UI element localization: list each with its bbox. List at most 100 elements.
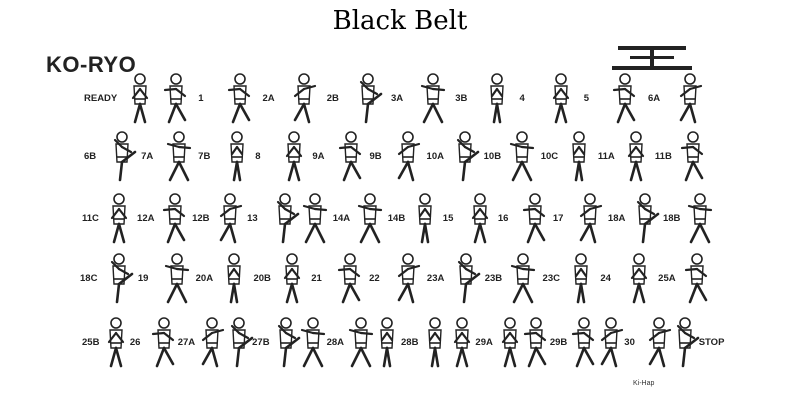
- step-label: 2A: [262, 93, 275, 104]
- figure-illustration: [452, 130, 480, 186]
- step-label: 12B: [192, 213, 210, 224]
- step-label: 28B: [401, 337, 419, 348]
- figure-illustration: [395, 252, 421, 308]
- figure-illustration: [680, 130, 706, 186]
- step-label: 14A: [332, 213, 351, 224]
- step-label: 3B: [455, 93, 468, 104]
- step-label: 16: [497, 213, 509, 224]
- figure-illustration: [577, 192, 603, 248]
- step-label: READY: [84, 93, 118, 104]
- figure-illustration: [522, 192, 548, 248]
- step-label: 25B: [82, 337, 100, 348]
- step-label: 22: [369, 273, 380, 284]
- step-label: 23B: [484, 273, 503, 284]
- figure-illustration: [612, 72, 638, 128]
- figure-illustration: [281, 130, 307, 186]
- step-label: 23A: [426, 273, 445, 284]
- figure-illustration: [497, 316, 523, 372]
- figure-illustration: [348, 316, 374, 372]
- figure-illustration: [103, 316, 129, 372]
- step-label: 10A: [426, 151, 444, 162]
- figure-illustration: [422, 316, 448, 372]
- step-label: 20A: [195, 273, 214, 284]
- step-label: 18B: [662, 213, 681, 224]
- step-label: 5: [583, 93, 590, 104]
- step-label: 29A: [475, 337, 493, 348]
- figure-illustration: [221, 252, 247, 308]
- step-label: 15: [442, 213, 454, 224]
- figure-illustration: [623, 130, 649, 186]
- figure-illustration: [632, 192, 660, 248]
- step-label: 9B: [369, 151, 382, 162]
- step-label: 12A: [137, 213, 155, 224]
- step-label: 30: [624, 337, 635, 348]
- step-label: 7A: [141, 151, 154, 162]
- figure-illustration: [227, 72, 253, 128]
- step-label: STOP: [698, 337, 725, 348]
- step-label: 9A: [312, 151, 325, 162]
- step-label: 7B: [198, 151, 211, 162]
- step-label: 4: [519, 93, 525, 104]
- figure-illustration: [509, 130, 535, 186]
- form-name-heading: KO-RYO: [46, 52, 137, 77]
- figure-illustration: [548, 72, 574, 128]
- step-label: 18A: [607, 213, 626, 224]
- figure-illustration: [338, 130, 364, 186]
- figure-illustration: [412, 192, 438, 248]
- figure-illustration: [510, 252, 536, 308]
- step-label: 6A: [648, 93, 661, 104]
- figure-illustration: [217, 192, 243, 248]
- figure-illustration: [571, 316, 597, 372]
- figure-illustration: [523, 316, 549, 372]
- figure-illustration: [224, 130, 250, 186]
- step-label: 23C: [542, 273, 560, 284]
- figure-illustration: [357, 192, 383, 248]
- figure-illustration: [420, 72, 446, 128]
- step-label: 18C: [80, 273, 98, 284]
- step-label: 6B: [84, 151, 97, 162]
- figure-illustration: [355, 72, 383, 128]
- step-label: 3A: [391, 93, 404, 104]
- step-label: 10C: [540, 151, 559, 162]
- step-label: 10B: [483, 151, 502, 162]
- figure-illustration: [395, 130, 421, 186]
- figure-illustration: [484, 72, 510, 128]
- figure-illustration: [199, 316, 225, 372]
- ki-hap-note: Ki-Hap: [633, 380, 655, 387]
- figure-illustration: [166, 130, 192, 186]
- step-label: 24: [600, 273, 611, 284]
- step-label: 27A: [177, 337, 196, 348]
- step-label: 26: [129, 337, 141, 348]
- figure-illustration: [672, 316, 700, 372]
- figure-illustration: [273, 316, 301, 372]
- ko-ryo-symbol-icon: [612, 46, 692, 70]
- figure-illustration: [687, 192, 713, 248]
- step-label: 8: [255, 151, 261, 162]
- figure-illustration: [677, 72, 703, 128]
- figure-illustration: [453, 252, 480, 308]
- figure-illustration: [302, 192, 328, 248]
- step-label: 11B: [654, 151, 672, 162]
- figure-illustration: [467, 192, 493, 248]
- step-label: 20B: [253, 273, 271, 284]
- figure-illustration: [374, 316, 400, 372]
- step-label: 25A: [658, 273, 676, 284]
- figure-illustration: [291, 72, 317, 128]
- step-label: 2B: [326, 93, 339, 104]
- figure-illustration: [566, 130, 592, 186]
- figure-illustration: [684, 252, 710, 308]
- figure-illustration: [163, 72, 189, 128]
- step-label: 11A: [597, 151, 615, 162]
- figure-illustration: [151, 316, 177, 372]
- figure-illustration: [127, 72, 153, 128]
- step-label: 19: [137, 273, 149, 284]
- step-label: 11C: [82, 213, 99, 224]
- step-label: 21: [311, 273, 322, 284]
- figure-illustration: [162, 192, 188, 248]
- figure-illustration: [626, 252, 652, 308]
- step-label: 14B: [387, 213, 406, 224]
- figure-illustration: [300, 316, 326, 372]
- step-label: 27B: [252, 337, 270, 348]
- figure-illustration: [337, 252, 363, 308]
- step-label: 17: [552, 213, 564, 224]
